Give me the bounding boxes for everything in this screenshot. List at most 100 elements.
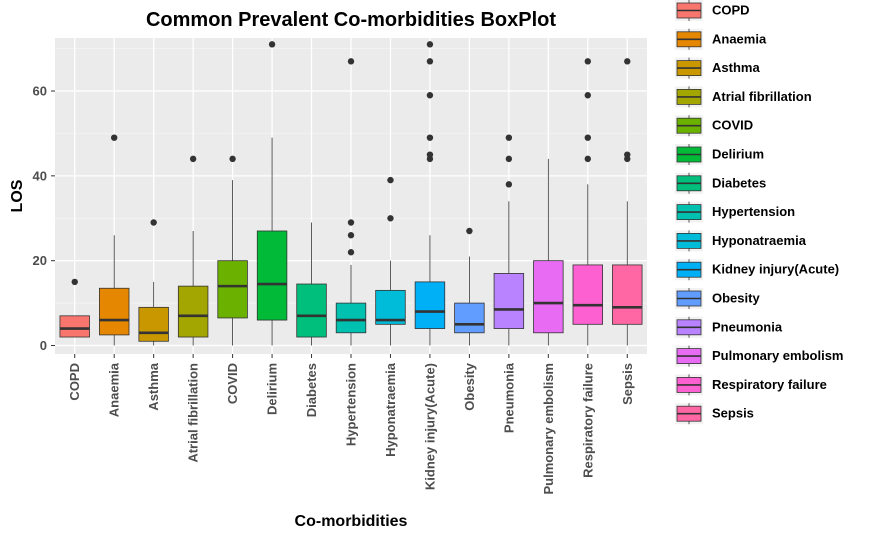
outlier-point	[189, 155, 197, 163]
box-iqr	[612, 264, 643, 325]
outlier-point	[387, 176, 394, 184]
legend-item: COPD	[675, 0, 750, 21]
legend-item: Pulmonary embolism	[675, 345, 843, 367]
outlier-point	[505, 134, 513, 141]
box-0	[59, 278, 90, 338]
box-4	[217, 155, 248, 346]
box-iqr	[296, 283, 327, 338]
legend-label: Pneumonia	[712, 319, 783, 334]
x-tick-label: Respiratory failure	[580, 363, 595, 478]
box-iqr	[454, 302, 485, 334]
box-iqr	[493, 273, 525, 329]
chart-title: Common Prevalent Co-morbidities BoxPlot	[146, 9, 556, 31]
y-tick-label: 40	[33, 168, 47, 183]
legend-label: COVID	[712, 118, 753, 133]
legend-label: Hyponatraemia	[712, 233, 807, 248]
outlier-point	[426, 92, 434, 99]
outlier-point	[466, 227, 473, 235]
outlier-point	[505, 155, 513, 163]
outlier-point	[584, 58, 591, 65]
legend-item: Delirium	[675, 144, 764, 165]
x-tick-label: Kidney injury(Acute)	[422, 363, 437, 490]
outlier-point	[426, 134, 434, 141]
outlier-point	[347, 232, 355, 239]
legend-item: Atrial fibrillation	[675, 86, 812, 108]
legend-item: Pneumonia	[675, 316, 783, 338]
outlier-point	[584, 155, 591, 163]
x-tick-label: COVID	[225, 363, 240, 404]
y-tick-label: 0	[40, 338, 47, 353]
legend-label: Respiratory failure	[712, 377, 827, 392]
outlier-point	[505, 181, 513, 188]
legend-item: Kidney injury(Acute)	[675, 259, 839, 281]
box-9	[414, 41, 446, 346]
outlier-point	[426, 41, 434, 48]
legend-item: Obesity	[675, 288, 760, 309]
box-5	[256, 41, 288, 346]
legend-label: Pulmonary embolism	[712, 348, 843, 363]
x-tick-label: Obesity	[462, 362, 477, 410]
legend-item: COVID	[675, 115, 753, 137]
box-iqr	[414, 281, 446, 329]
box-iqr	[177, 285, 209, 338]
legend-label: Diabetes	[712, 175, 766, 190]
legend-label: Asthma	[712, 60, 760, 75]
box-iqr	[138, 306, 169, 342]
outlier-point	[624, 58, 631, 65]
y-tick-label: 60	[33, 84, 47, 99]
x-tick-label: Pneumonia	[501, 362, 516, 433]
box-3	[177, 155, 209, 346]
box-1	[99, 134, 130, 346]
legend-label: COPD	[712, 3, 750, 18]
x-tick-label: Hypertension	[344, 363, 359, 446]
box-iqr	[217, 260, 248, 319]
x-tick-label: Delirium	[265, 363, 280, 415]
legend-label: Hypertension	[712, 204, 795, 219]
box-14	[612, 58, 643, 346]
outlier-point	[268, 41, 276, 48]
x-tick-label: Sepsis	[620, 363, 635, 405]
outlier-point	[150, 219, 157, 226]
legend-item: Hyponatraemia	[675, 230, 807, 252]
legend-item: Respiratory failure	[675, 374, 827, 396]
legend-item: Asthma	[675, 57, 760, 79]
box-iqr	[59, 315, 90, 338]
outlier-point	[347, 58, 355, 65]
box-13	[572, 58, 604, 346]
box-iqr	[256, 230, 288, 321]
y-axis-title: LOS	[9, 179, 26, 212]
y-axis-ticks: 0 20 40 60	[33, 84, 55, 353]
box-2	[138, 219, 169, 346]
legend-item: Hypertension	[675, 201, 795, 223]
box-iqr	[335, 302, 367, 334]
box-iqr	[375, 289, 406, 325]
y-tick-label: 20	[33, 253, 47, 268]
box-iqr	[99, 287, 130, 336]
box-iqr	[572, 264, 604, 325]
outlier-point	[229, 155, 236, 163]
x-tick-label: Pulmonary embolism	[541, 363, 556, 494]
x-tick-label: Hyponatraemia	[383, 362, 398, 457]
x-tick-label: Diabetes	[304, 363, 319, 417]
legend-label: Anaemia	[712, 31, 767, 46]
box-11	[493, 134, 525, 346]
legend-label: Delirium	[712, 147, 764, 162]
legend-item: Anaemia	[675, 28, 767, 50]
x-axis-ticks: COPD Anaemia Asthma Atrial fibrillation COVI…	[67, 354, 635, 494]
box-iqr	[533, 260, 564, 334]
outlier-point	[71, 278, 78, 286]
outlier-point	[584, 92, 591, 99]
box-series	[59, 41, 643, 346]
outlier-point	[624, 151, 631, 158]
x-tick-label: Asthma	[146, 362, 161, 410]
box-10	[454, 227, 485, 346]
legend: COPD Anaemia Asthma Atrial fibrillation COVI…	[675, 0, 843, 425]
legend-label: Atrial fibrillation	[712, 89, 812, 104]
box-7	[335, 58, 367, 346]
x-tick-label: Anaemia	[107, 362, 122, 417]
outlier-point	[426, 151, 434, 158]
outlier-point	[347, 219, 355, 226]
x-axis-title: Co-morbidities	[295, 513, 408, 530]
legend-label: Sepsis	[712, 406, 754, 421]
